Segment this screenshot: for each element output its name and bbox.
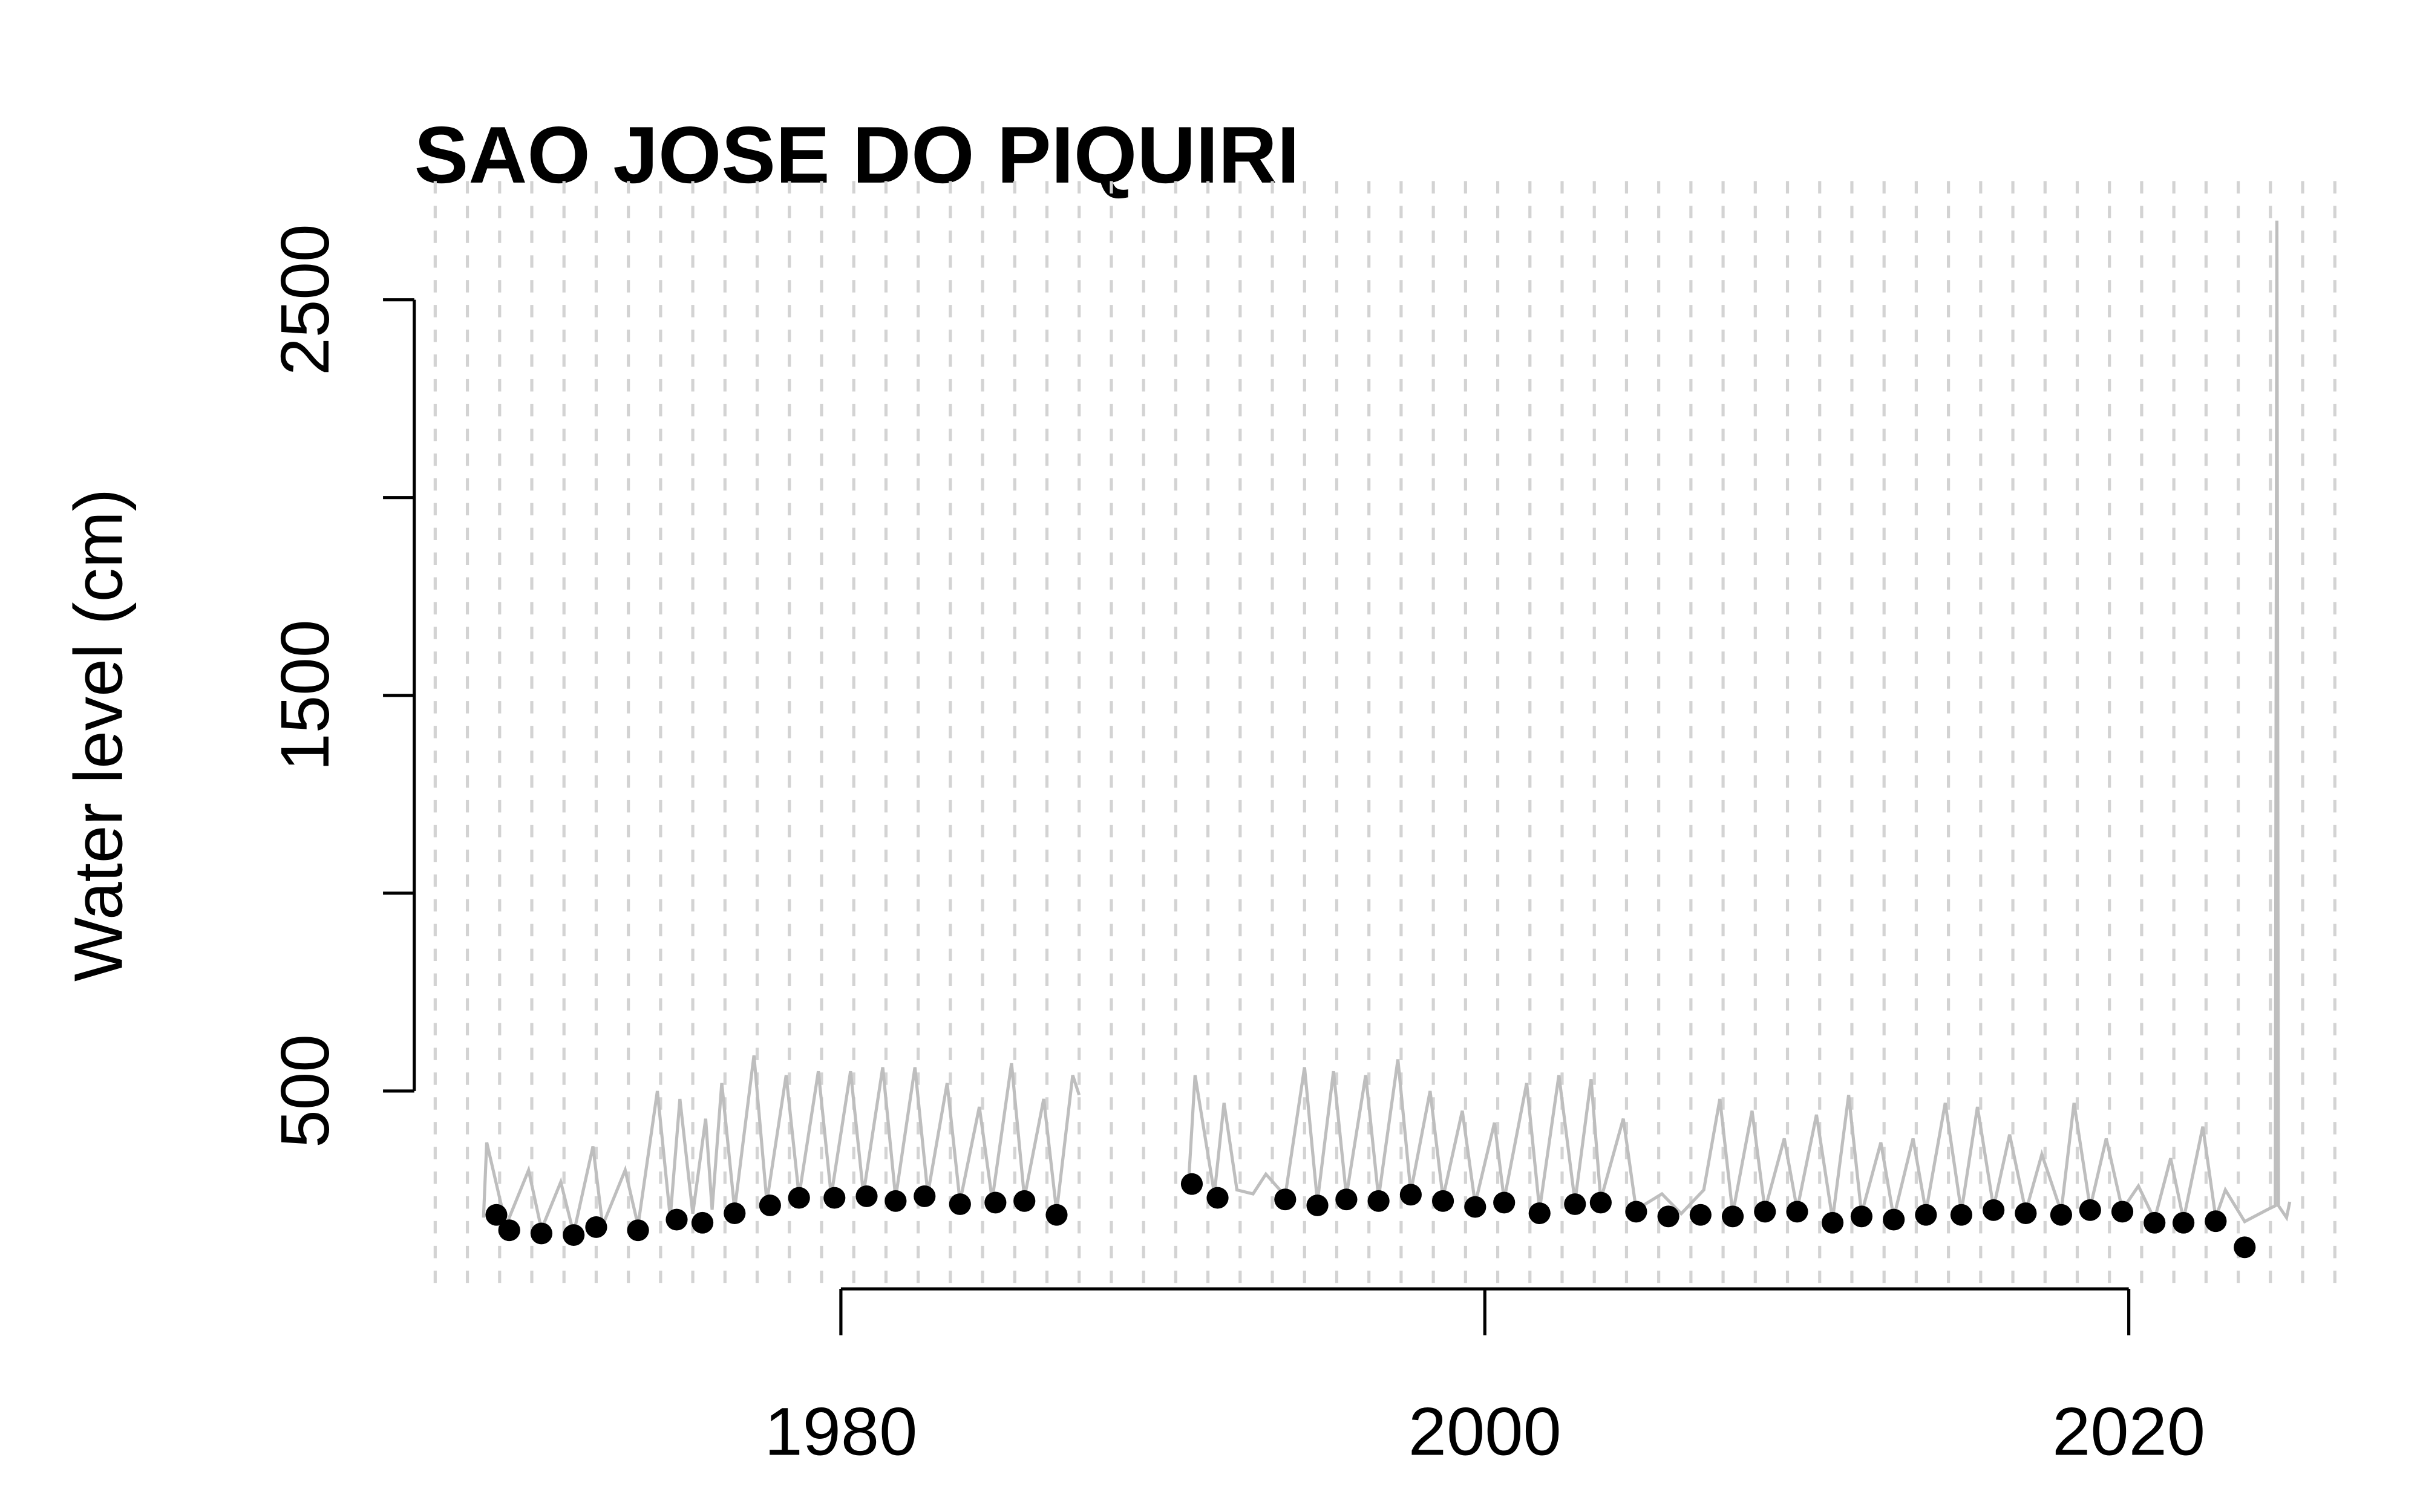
annual-minimum-point: [1657, 1205, 1679, 1228]
annual-minimum-point: [1689, 1204, 1712, 1226]
annual-minimum-point: [1625, 1201, 1647, 1223]
annual-minimum-point: [724, 1202, 746, 1224]
annual-minimum-point: [2079, 1199, 2101, 1221]
annual-minimum-point: [1493, 1191, 1516, 1214]
annual-minimum-point: [759, 1194, 781, 1216]
annual-minimum-point: [666, 1208, 688, 1231]
annual-minimum-point: [1431, 1190, 1454, 1212]
annual-minimum-point: [1464, 1196, 1486, 1218]
annual-minimum-point: [1564, 1193, 1586, 1215]
annual-minimum-point: [914, 1185, 936, 1207]
annual-minimum-point: [1786, 1201, 1808, 1223]
annual-minimum-point: [1721, 1205, 1744, 1228]
annual-minimum-point: [1013, 1190, 1036, 1212]
annual-minimum-point: [1306, 1194, 1329, 1216]
annual-minimum-point: [2015, 1202, 2037, 1224]
water-level-line: [482, 220, 2292, 1235]
annual-minimum-point: [563, 1224, 585, 1246]
annual-minimum-point: [885, 1190, 907, 1212]
annual-minimum-point: [984, 1191, 1007, 1214]
annual-minimum-point: [1367, 1190, 1390, 1212]
annual-minimum-point: [855, 1185, 878, 1207]
annual-minimum-point: [1180, 1173, 1203, 1195]
annual-minimum-point: [2173, 1211, 2195, 1234]
x-tick-label: 1980: [764, 1393, 917, 1469]
annual-minimum-point: [498, 1219, 520, 1242]
annual-minimum-point: [1399, 1184, 1422, 1206]
annual-minimum-point: [2111, 1201, 2134, 1223]
annual-minimum-point: [1850, 1205, 1873, 1228]
annual-minimum-point: [788, 1187, 810, 1209]
annual-minimum-point: [1206, 1187, 1229, 1209]
y-tick-label: 1500: [267, 620, 344, 771]
annual-minimum-point: [2144, 1211, 2166, 1234]
annual-minimum-point: [1274, 1188, 1297, 1211]
annual-minimum-point: [1754, 1201, 1776, 1223]
annual-minimum-point: [2234, 1236, 2256, 1259]
annual-minimum-point: [1950, 1204, 1972, 1226]
annual-minimum-point: [2205, 1210, 2227, 1233]
annual-minimum-point: [823, 1187, 846, 1209]
x-tick-label: 2000: [1408, 1393, 1562, 1469]
annual-minimum-point: [1528, 1202, 1551, 1224]
annual-minimum-point: [2050, 1204, 2072, 1226]
y-axis-label: Water level (cm): [60, 489, 137, 982]
annual-minimum-point: [1335, 1188, 1358, 1211]
chart-title: SAO JOSE DO PIQUIRI: [414, 111, 1300, 200]
annual-minimum-point: [1589, 1191, 1612, 1214]
annual-minimum-point: [485, 1204, 508, 1226]
x-tick-label: 2020: [2052, 1393, 2205, 1469]
annual-minimum-point: [530, 1222, 553, 1245]
annual-minimum-point: [1045, 1204, 1068, 1226]
y-tick-label: 2500: [267, 224, 344, 375]
annual-minimum-point: [585, 1216, 607, 1238]
annual-minimum-point: [1883, 1208, 1905, 1231]
annual-minimum-point: [627, 1219, 649, 1242]
annual-minimum-point: [949, 1193, 971, 1215]
annual-minimum-point: [1915, 1204, 1937, 1226]
annual-minimum-point: [1821, 1211, 1844, 1234]
annual-minimum-point: [1983, 1199, 2005, 1221]
annual-minimum-point: [691, 1211, 714, 1234]
y-tick-label: 500: [267, 1034, 344, 1148]
